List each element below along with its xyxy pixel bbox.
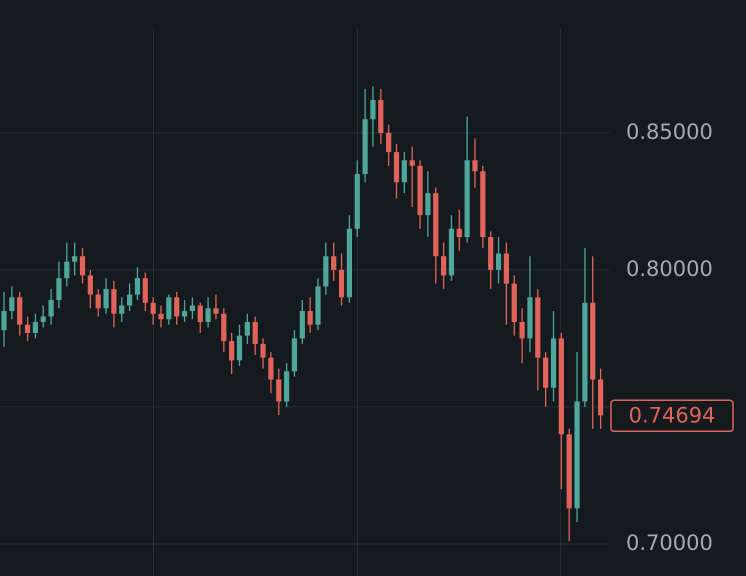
- candle-body: [370, 100, 376, 120]
- candle-body: [558, 338, 564, 435]
- candle-body: [354, 174, 360, 229]
- candle-body: [56, 278, 62, 301]
- candle-body: [103, 289, 109, 309]
- candle-body: [582, 302, 588, 402]
- candle-body: [362, 119, 368, 175]
- candle-body: [291, 338, 298, 372]
- candle-body: [40, 316, 46, 322]
- candle-body: [480, 171, 486, 238]
- y-tick-label: 0.85000: [626, 120, 713, 144]
- candle-body: [511, 283, 517, 322]
- candle-body: [527, 297, 533, 339]
- candle-body: [221, 313, 227, 342]
- candle-body: [535, 297, 541, 358]
- last-price-box: [610, 399, 734, 433]
- candle-body: [111, 289, 117, 314]
- candle-body: [299, 311, 305, 339]
- candle-body: [401, 160, 407, 183]
- candle-body: [260, 343, 266, 358]
- candle-body: [472, 160, 478, 172]
- candle-body: [331, 256, 337, 270]
- candle-body: [244, 321, 250, 336]
- candle-body: [417, 165, 423, 216]
- candle-body: [433, 193, 439, 257]
- candle-body: [95, 294, 101, 309]
- candle-body: [550, 338, 557, 388]
- candle-body: [119, 305, 125, 314]
- candle-body: [17, 297, 23, 325]
- candle-body: [150, 302, 156, 314]
- candle-body: [519, 321, 525, 339]
- candle-body: [543, 357, 549, 388]
- candle-body: [488, 237, 494, 270]
- candle-body: [284, 371, 290, 402]
- candle-body: [87, 275, 93, 295]
- candle-body: [189, 305, 195, 312]
- candle-body: [213, 308, 219, 314]
- candle-body: [574, 401, 580, 509]
- candle-body: [276, 379, 282, 402]
- candle-body: [142, 278, 148, 303]
- candle-body: [590, 302, 596, 380]
- candle-body: [378, 100, 384, 133]
- candle-body: [323, 256, 329, 287]
- candle-body: [566, 434, 572, 509]
- candle-body: [79, 256, 86, 276]
- candle-body: [503, 253, 509, 284]
- candle-body: [346, 228, 352, 298]
- candle-body: [338, 269, 345, 298]
- candle-body: [205, 308, 211, 322]
- candle-body: [174, 297, 180, 317]
- y-tick-label: 0.80000: [626, 257, 713, 281]
- candle-body: [48, 300, 54, 317]
- candle-body: [181, 311, 188, 317]
- candle-body: [495, 253, 502, 270]
- candle-body: [441, 256, 447, 276]
- candle-body: [425, 193, 431, 216]
- candle-body: [158, 313, 164, 320]
- last-price-label: 0.74694: [629, 403, 716, 427]
- candle-body: [393, 152, 400, 183]
- candle-body: [197, 305, 203, 322]
- candle-body: [32, 321, 38, 333]
- candle-body: [456, 228, 462, 238]
- candle-body: [134, 278, 141, 295]
- candle-body: [9, 297, 15, 312]
- candle-body: [268, 357, 274, 380]
- candle-body: [448, 228, 455, 276]
- candle-body: [64, 261, 70, 279]
- candle-body: [1, 311, 7, 331]
- candle-body: [307, 311, 313, 325]
- time-grid: [153, 28, 561, 576]
- candle-body: [127, 294, 133, 306]
- candle-body: [252, 321, 258, 344]
- candle-body: [409, 160, 415, 166]
- candle-body: [236, 335, 243, 361]
- candle-body: [598, 379, 604, 416]
- candle-body: [386, 132, 392, 153]
- candle-body: [166, 297, 172, 320]
- candle-body: [229, 341, 235, 361]
- candle-body: [72, 256, 78, 262]
- candle-body: [315, 286, 321, 325]
- candle-body: [24, 324, 31, 333]
- candle-body: [464, 160, 470, 238]
- y-tick-label: 0.70000: [626, 531, 713, 555]
